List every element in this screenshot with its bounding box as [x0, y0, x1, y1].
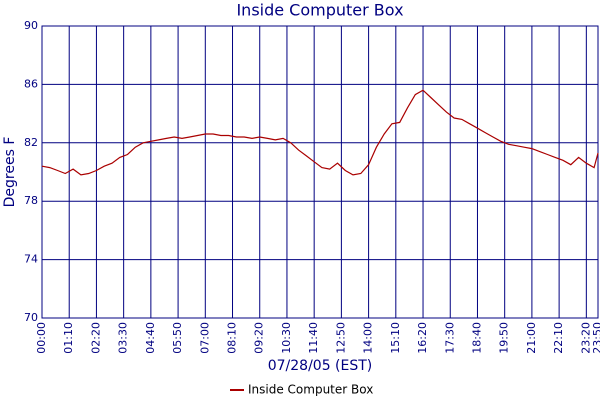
y-tick-label: 78	[24, 194, 38, 207]
x-tick-label: 23:50	[591, 322, 600, 354]
legend-label: Inside Computer Box	[248, 383, 373, 397]
x-axis-label: 07/28/05 (EST)	[268, 358, 373, 374]
x-tick-label: 14:00	[362, 322, 375, 354]
x-tick-label: 15:10	[389, 322, 402, 354]
x-tick-label: 22:10	[552, 322, 565, 354]
x-tick-label: 18:40	[470, 322, 483, 354]
x-tick-label: 10:30	[280, 322, 293, 354]
plot-border	[41, 25, 599, 319]
chart-title: Inside Computer Box	[236, 1, 403, 20]
x-tick-label: 00:00	[35, 322, 48, 354]
x-tick-label: 07:00	[198, 322, 211, 354]
x-tick-label: 09:20	[253, 322, 266, 354]
x-tick-label: 21:00	[525, 322, 538, 354]
y-tick-label: 70	[24, 311, 38, 324]
y-tick-label: 90	[24, 19, 38, 32]
x-tick-label: 01:10	[62, 322, 75, 354]
x-tick-label: 05:50	[171, 322, 184, 354]
x-tick-label: 16:20	[416, 322, 429, 354]
x-tick-label: 23:20	[579, 322, 592, 354]
x-tick-label: 08:10	[226, 322, 239, 354]
y-tick-label: 86	[24, 77, 38, 90]
x-tick-label: 02:20	[89, 322, 102, 354]
data-line	[41, 89, 599, 176]
y-axis-label: Degrees F	[2, 137, 18, 208]
y-tick-label: 82	[24, 136, 38, 149]
x-tick-label: 17:30	[443, 322, 456, 354]
x-tick-label: 19:50	[498, 322, 511, 354]
x-tick-label: 11:40	[307, 322, 320, 354]
x-tick-label: 12:50	[334, 322, 347, 354]
x-tick-label: 03:30	[117, 322, 130, 354]
x-tick-label: 04:40	[144, 322, 157, 354]
y-tick-label: 74	[24, 253, 38, 266]
